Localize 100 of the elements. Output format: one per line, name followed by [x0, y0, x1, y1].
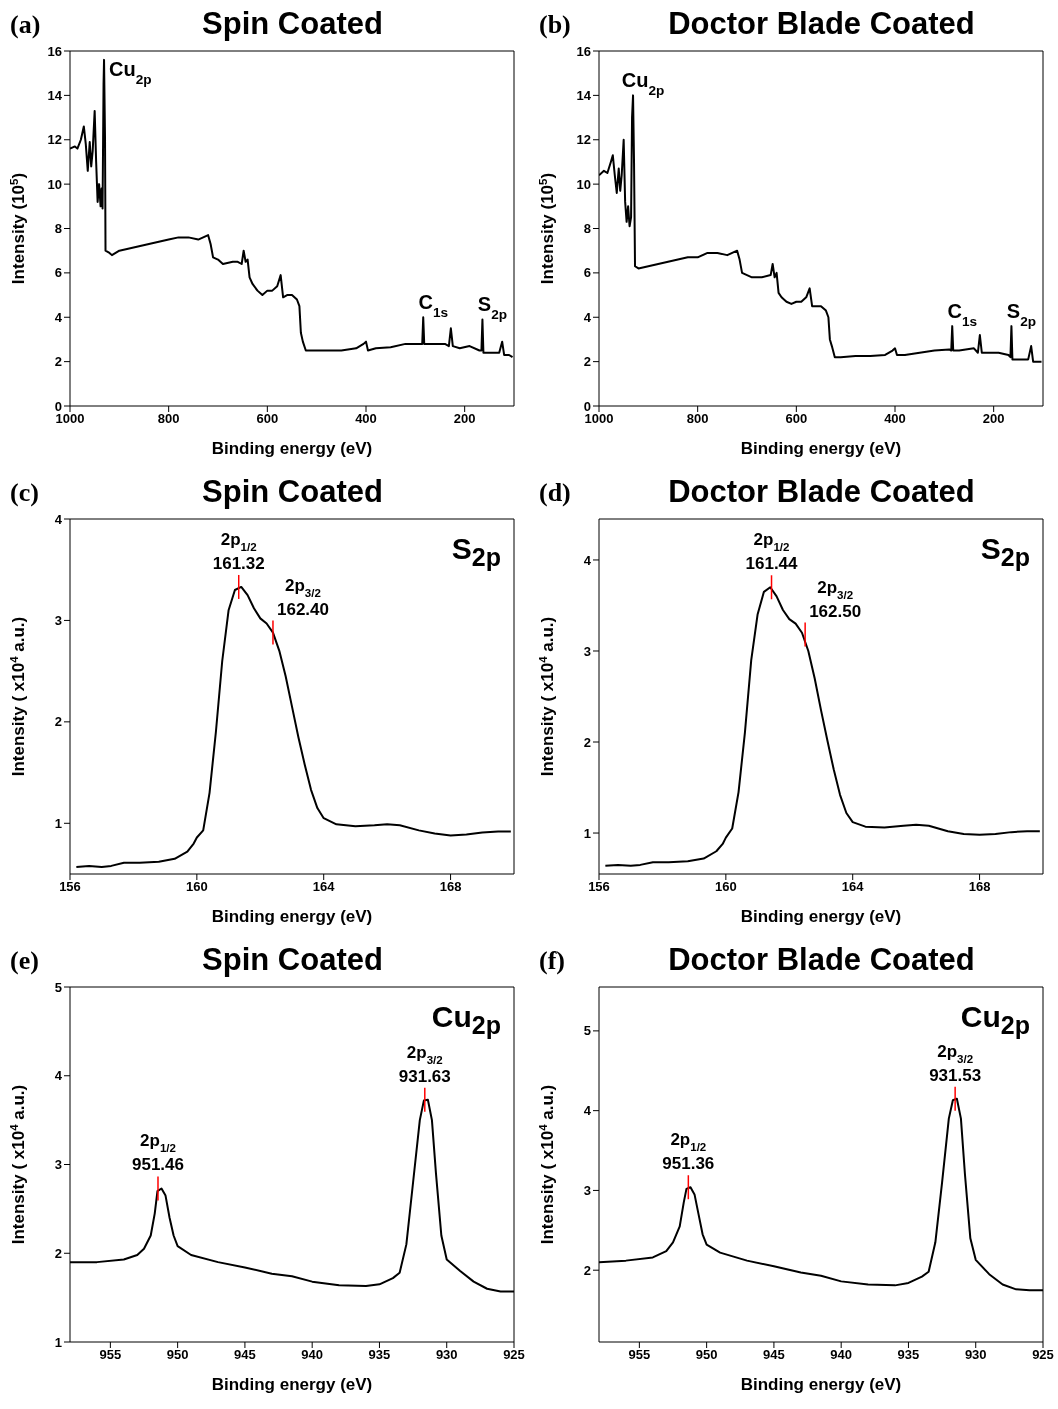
chart-title: Spin Coated: [201, 474, 384, 510]
y-tick-label: 3: [583, 643, 591, 659]
y-tick-label: 2: [583, 354, 591, 370]
x-tick-label: 164: [312, 879, 336, 895]
x-tick-label: 945: [234, 1347, 256, 1363]
annotation: 2p$_{3/2}$ 931.53: [929, 1041, 982, 1085]
annotation: Cu$_{2p}$: [109, 57, 152, 87]
x-axis-title: Binding energy (eV): [211, 439, 373, 458]
y-tick-label: 4: [583, 309, 592, 325]
x-tick-label: 935: [368, 1347, 391, 1363]
x-axis-title: Binding energy (eV): [740, 1375, 902, 1394]
y-tick-label: 0: [583, 398, 591, 414]
y-tick-label: 10: [47, 176, 62, 192]
x-tick-label: 168: [439, 879, 462, 895]
annotation: 2p$_{1/2}$ 951.46: [131, 1131, 184, 1175]
x-tick-label: 800: [157, 411, 180, 427]
y-tick-label: 1: [583, 825, 591, 841]
chart-title: Doctor Blade Coated: [667, 6, 976, 42]
x-tick-label: 156: [59, 879, 81, 895]
x-tick-label: 600: [785, 411, 808, 427]
y-tick-label: 6: [583, 265, 591, 281]
x-tick-label: 800: [686, 411, 709, 427]
y-tick-label: 1: [54, 1334, 62, 1350]
y-tick-label: 14: [576, 87, 592, 103]
text: (d): [539, 478, 571, 508]
annotation: Cu$_{2p}$: [621, 69, 665, 98]
chart-title: Spin Coated: [201, 6, 384, 42]
x-tick-label: 940: [830, 1347, 853, 1363]
text: (b): [539, 10, 571, 40]
x-tick-label: 160: [715, 879, 737, 895]
chart-title: Spin Coated: [201, 942, 384, 978]
y-tick-label: 0: [54, 398, 62, 414]
y-tick-label: 5: [54, 979, 62, 995]
annotation: 2p$_{3/2}$ 931.63: [398, 1042, 451, 1086]
y-tick-label: 8: [583, 221, 591, 237]
x-tick-label: 930: [435, 1347, 458, 1363]
y-tick-label: 4: [583, 1103, 592, 1119]
annotation: Cu$_{2p}$: [431, 1000, 501, 1040]
y-tick-label: 3: [54, 613, 62, 629]
y-tick-label: 1: [54, 815, 62, 831]
x-tick-label: 1000: [55, 411, 85, 427]
x-tick-label: 930: [964, 1347, 987, 1363]
annotation: C$_{1s}$: [947, 300, 978, 329]
y-tick-label: 3: [583, 1183, 591, 1199]
x-tick-label: 200: [982, 411, 1005, 427]
y-tick-label: 12: [576, 132, 591, 148]
annotation: C$_{1s}$: [418, 291, 449, 320]
x-tick-label: 400: [884, 411, 906, 427]
x-tick-label: 400: [355, 411, 377, 427]
x-tick-label: 950: [695, 1347, 718, 1363]
y-tick-label: 2: [583, 1262, 591, 1278]
x-tick-label: 925: [1032, 1347, 1054, 1363]
annotation: S$_{2p}$: [1006, 300, 1037, 329]
annotation: 2p$_{3/2}$ 162.40: [276, 575, 329, 619]
x-tick-label: 950: [166, 1347, 189, 1363]
y-tick-label: 6: [54, 265, 62, 281]
y-tick-label: 4: [54, 511, 63, 527]
x-tick-label: 164: [841, 879, 865, 895]
y-tick-label: 2: [54, 1245, 62, 1261]
y-tick-label: 10: [576, 176, 591, 192]
annotation: 2p$_{1/2}$ 951.36: [662, 1130, 715, 1174]
x-axis-title: Binding energy (eV): [740, 439, 902, 458]
y-tick-label: 14: [47, 87, 63, 103]
x-tick-label: 160: [186, 879, 208, 895]
annotation: 2p$_{1/2}$ 161.44: [745, 530, 799, 574]
text: (c): [10, 478, 39, 508]
chart-title: Doctor Blade Coated: [667, 942, 976, 978]
x-tick-label: 156: [588, 879, 610, 895]
text: (e): [10, 946, 39, 976]
chart-title: Doctor Blade Coated: [667, 474, 976, 510]
x-axis-title: Binding energy (eV): [211, 1375, 373, 1394]
annotation: S$_{2p}$: [477, 293, 508, 322]
x-tick-label: 940: [301, 1347, 324, 1363]
y-tick-label: 16: [576, 43, 591, 59]
y-tick-label: 12: [47, 132, 62, 148]
y-tick-label: 3: [54, 1157, 62, 1173]
annotation: 2p$_{1/2}$ 161.32: [212, 529, 265, 573]
y-tick-label: 2: [54, 714, 62, 730]
y-tick-label: 2: [583, 734, 591, 750]
y-tick-label: 4: [54, 1068, 63, 1084]
y-tick-label: 16: [47, 43, 62, 59]
x-tick-label: 955: [628, 1347, 651, 1363]
x-axis-title: Binding energy (eV): [211, 907, 373, 926]
y-tick-label: 8: [54, 221, 62, 237]
x-tick-label: 200: [453, 411, 476, 427]
x-tick-label: 600: [256, 411, 279, 427]
y-tick-label: 5: [583, 1023, 591, 1039]
text: (a): [10, 10, 41, 40]
x-tick-label: 1000: [584, 411, 614, 427]
x-tick-label: 945: [763, 1347, 785, 1363]
y-tick-label: 4: [54, 309, 63, 325]
x-axis-title: Binding energy (eV): [740, 907, 902, 926]
x-tick-label: 935: [897, 1347, 920, 1363]
text: (f): [539, 946, 565, 976]
annotation: Cu$_{2p}$: [960, 1000, 1030, 1040]
y-tick-label: 4: [583, 552, 592, 568]
x-tick-label: 168: [968, 879, 991, 895]
annotation: S$_{2p}$: [980, 532, 1030, 572]
x-tick-label: 955: [99, 1347, 122, 1363]
y-tick-label: 2: [54, 354, 62, 370]
